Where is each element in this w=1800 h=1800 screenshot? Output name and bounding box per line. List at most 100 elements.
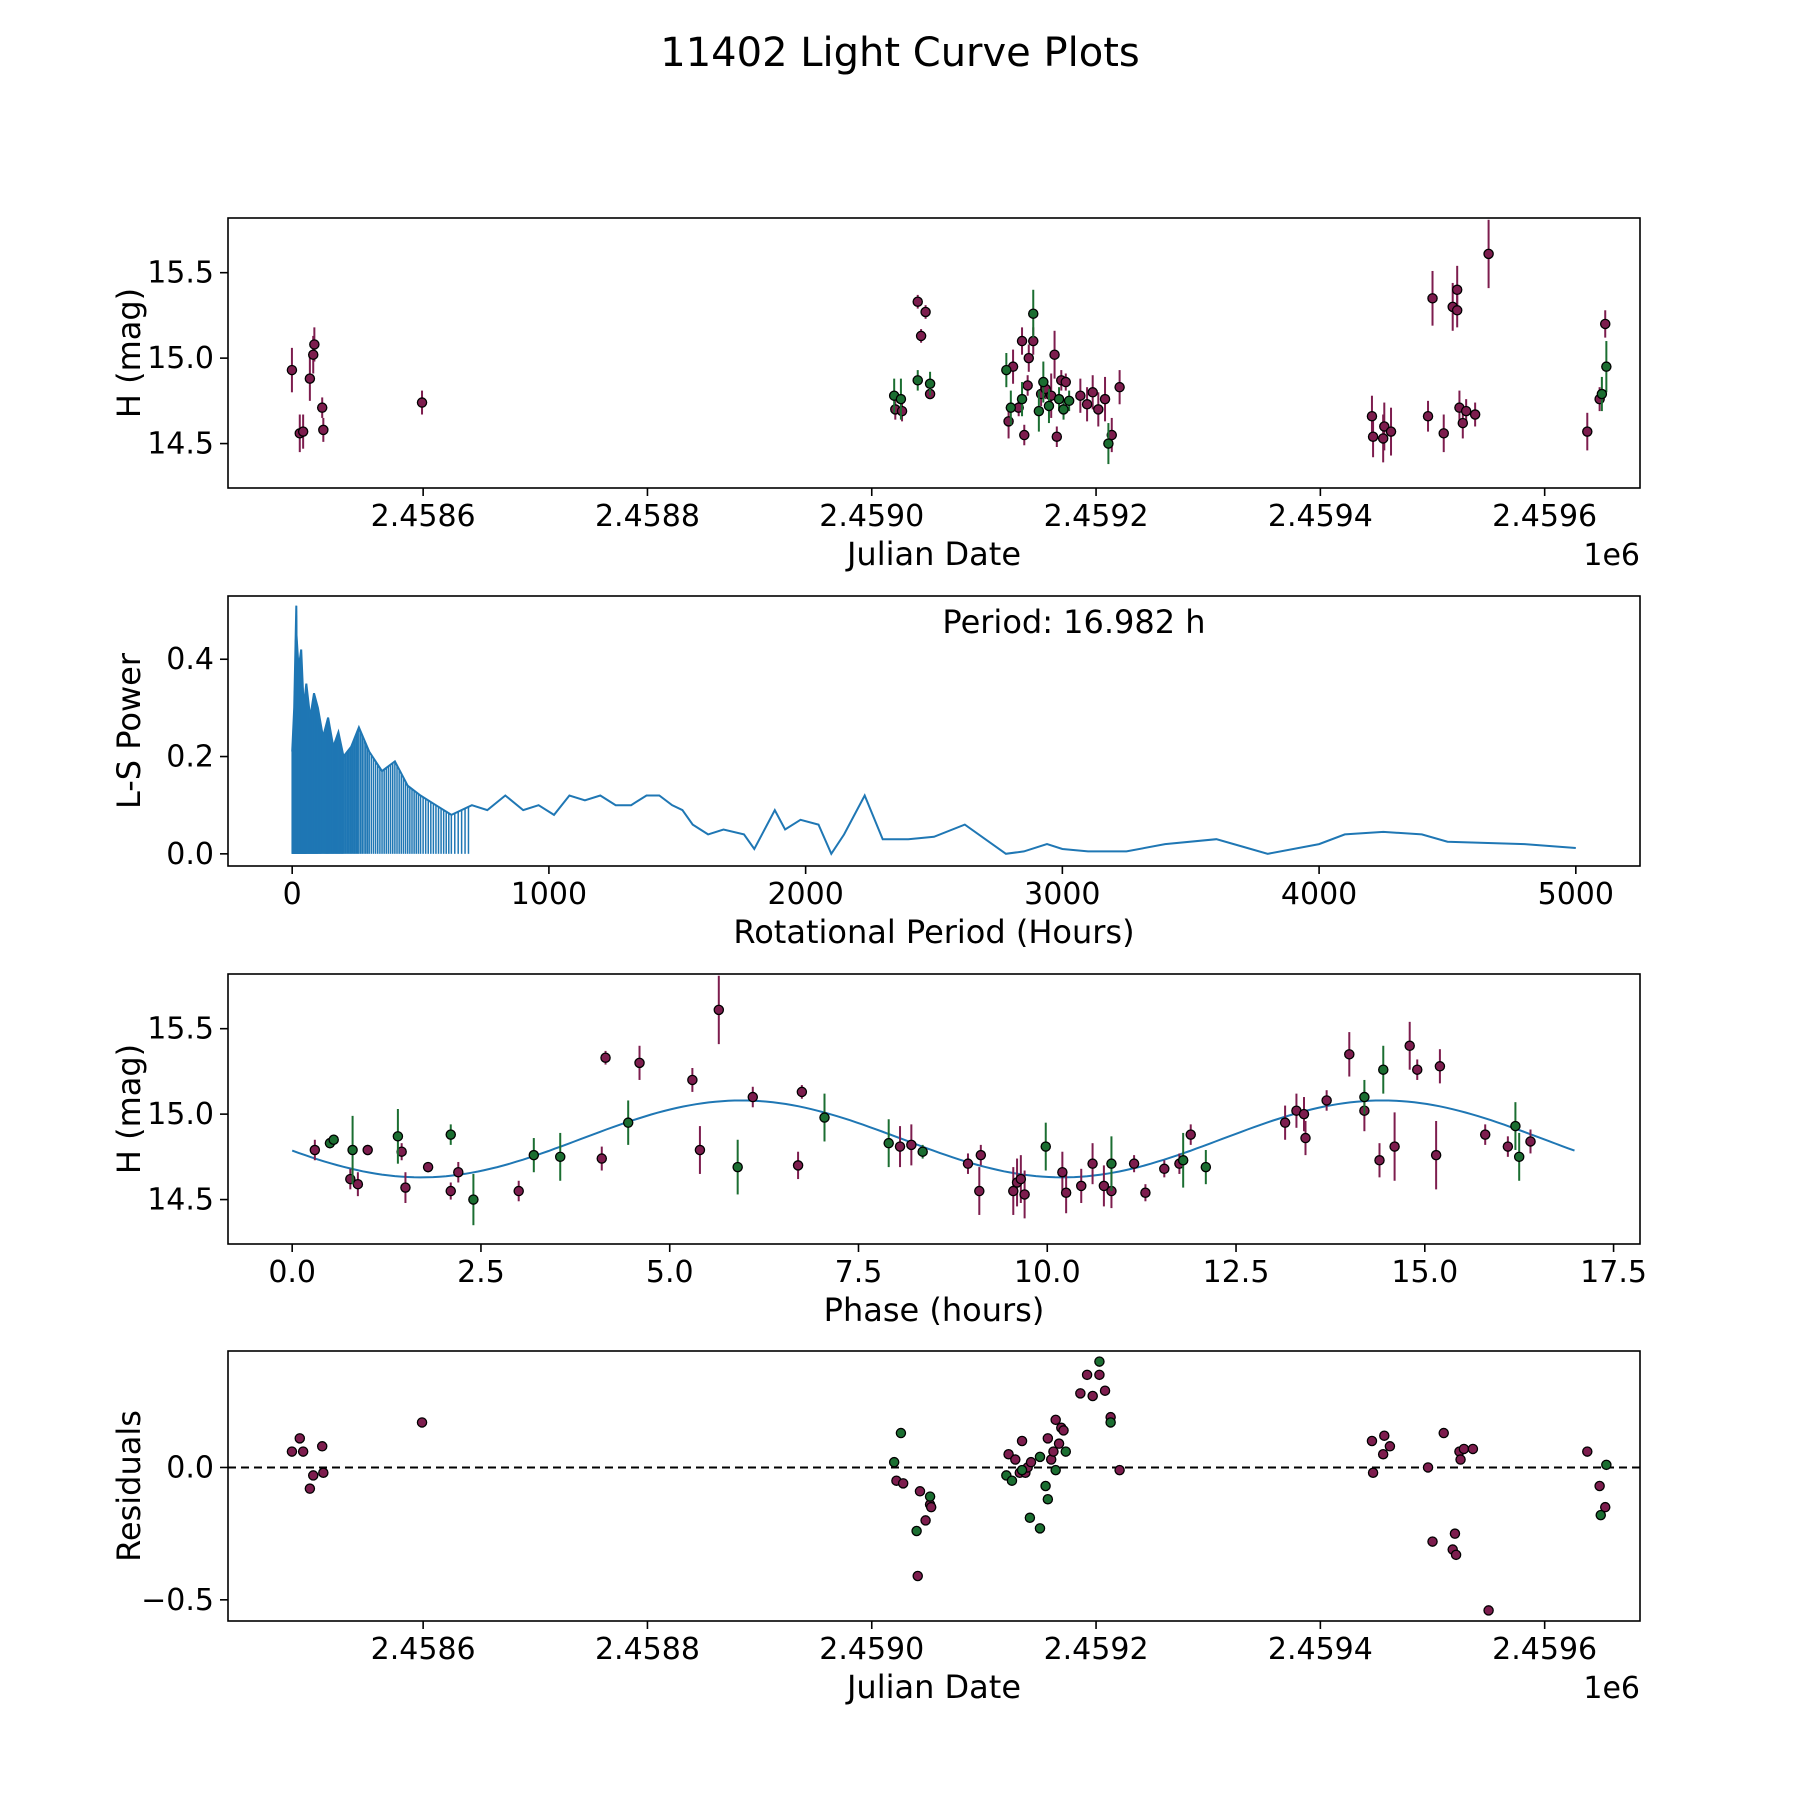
- x-tick-label: 2.4594: [1268, 499, 1373, 534]
- filter-1-point: [915, 330, 927, 342]
- x-tick-label: 2.4588: [595, 1632, 700, 1667]
- filter-2-point: [883, 1137, 894, 1149]
- filter-1-point: [318, 424, 329, 436]
- filter-1-point: [1087, 387, 1098, 398]
- filter-2-point: [917, 1146, 928, 1157]
- filter-1-point: [1159, 1163, 1170, 1175]
- x-tick-label: 4000: [1281, 877, 1357, 912]
- x-tick-label: 2.4588: [595, 499, 700, 534]
- filter-1-point: [1422, 410, 1434, 422]
- filter-2-point: [1033, 405, 1045, 417]
- phased-curve-x-axis-label: Phase (hours): [824, 1291, 1045, 1329]
- filter-1-point: [1367, 1467, 1379, 1479]
- filter-1-point: [1140, 1187, 1151, 1198]
- filter-1-point: [297, 426, 309, 437]
- phased-curve-frame: [227, 973, 1641, 1245]
- filter-2-point: [1105, 1417, 1116, 1428]
- x-tick-label: 1000: [511, 877, 587, 912]
- filter-1-point: [1099, 1385, 1111, 1396]
- x-tick-label: 2.4590: [819, 499, 924, 534]
- x-tick-label: 3000: [1024, 877, 1100, 912]
- filter-1-point: [1298, 1108, 1310, 1120]
- filter-2-point: [819, 1112, 830, 1123]
- filter-1-point: [1438, 428, 1449, 439]
- filter-1-point: [1451, 305, 1463, 316]
- filter-1-point: [1412, 1064, 1423, 1075]
- panels: 2.4586 2.4588 2.4590 2.4592 2.4594 2.4596 14.5…: [110, 217, 1647, 1706]
- filter-1-point: [1404, 1040, 1415, 1052]
- residuals-panel: 2.4586 2.4588 2.4590 2.4592 2.4594 2.4596 −0.5…: [110, 1350, 1641, 1706]
- filter-1-point: [1438, 1427, 1449, 1439]
- x-tick-label: 2.5: [457, 1255, 505, 1290]
- y-tick-label: 15.0: [147, 1097, 214, 1132]
- residuals-offset-label: 1e6: [1583, 1671, 1640, 1706]
- filter-2-point: [895, 1427, 907, 1439]
- residuals-x-axis-label: Julian Date: [845, 1668, 1021, 1706]
- filter-1-point: [596, 1153, 608, 1164]
- filter-1-point: [1449, 1528, 1461, 1539]
- filter-1-point: [286, 1446, 298, 1457]
- periodogram-x-axis-label: Rotational Period (Hours): [733, 913, 1134, 951]
- residuals-data: [228, 1356, 1640, 1616]
- filter-1-point: [713, 1004, 725, 1016]
- filter-1-point: [297, 1446, 309, 1457]
- y-tick-label: −0.5: [141, 1583, 214, 1618]
- filter-2-point: [1040, 1141, 1052, 1152]
- filter-1-point: [1093, 404, 1104, 415]
- light-curve-panel: 2.4586 2.4588 2.4590 2.4592 2.4594 2.4596 14.5…: [110, 217, 1641, 573]
- filter-1-point: [974, 1185, 985, 1197]
- periodogram-frame: [227, 595, 1641, 867]
- filter-2-point: [1063, 395, 1075, 407]
- filter-1-point: [1049, 349, 1060, 360]
- x-tick-label: 17.5: [1580, 1255, 1647, 1290]
- filter-1-point: [316, 1441, 328, 1452]
- filter-1-point: [1022, 380, 1033, 391]
- filter-2-point: [1005, 402, 1017, 413]
- filter-1-point: [1367, 431, 1379, 442]
- period-annotation: Period: 16.982 h: [942, 603, 1205, 641]
- filter-2-point: [1040, 1480, 1051, 1492]
- filter-1-point: [747, 1091, 759, 1103]
- filter-1-point: [925, 1501, 937, 1513]
- filter-1-point: [687, 1074, 698, 1086]
- filter-1-point: [1087, 1158, 1098, 1169]
- filter-1-point: [1377, 1448, 1389, 1460]
- x-tick-label: 12.5: [1203, 1255, 1270, 1290]
- filter-1-point: [1025, 1456, 1037, 1468]
- x-tick-label: 2.4594: [1268, 1632, 1373, 1667]
- x-tick-label: 2.4596: [1492, 1632, 1597, 1667]
- filter-1-point: [400, 1182, 411, 1193]
- filter-1-point: [416, 397, 428, 408]
- filter-1-point: [1087, 1390, 1098, 1402]
- filter-1-point: [1457, 417, 1469, 429]
- filter-1-point: [920, 306, 931, 318]
- filter-1-point: [1075, 390, 1086, 401]
- filter-1-point: [1048, 1446, 1059, 1457]
- filter-1-point: [634, 1057, 645, 1069]
- filter-1-point: [1379, 421, 1390, 432]
- filter-1-point: [1525, 1136, 1536, 1147]
- filter-2-point: [1106, 1158, 1117, 1169]
- filter-2-point: [895, 393, 907, 405]
- filter-2-point: [1103, 438, 1114, 449]
- filter-1-point: [1016, 335, 1028, 347]
- filter-1-point: [1321, 1095, 1332, 1106]
- filter-2-point: [1043, 400, 1055, 412]
- filter-2-point: [888, 1456, 900, 1468]
- y-tick-label: 0.2: [166, 740, 214, 775]
- filter-1-point: [307, 1470, 319, 1481]
- filter-2-point: [1006, 1475, 1018, 1486]
- filter-2-point: [1016, 1464, 1028, 1476]
- filter-1-point: [453, 1166, 464, 1178]
- filter-2-point: [1359, 1091, 1370, 1103]
- filter-1-point: [1300, 1132, 1311, 1144]
- y-tick-label: 14.5: [147, 427, 214, 462]
- x-tick-label: 2.4596: [1492, 499, 1597, 534]
- x-tick-label: 2.4586: [371, 1632, 476, 1667]
- filter-1-point: [318, 1467, 329, 1479]
- filter-1-point: [1467, 1443, 1479, 1455]
- periodogram-data: [291, 605, 1576, 856]
- filter-1-point: [1185, 1129, 1196, 1140]
- filter-1-point: [1384, 1441, 1396, 1452]
- light-curve-frame: [227, 217, 1641, 489]
